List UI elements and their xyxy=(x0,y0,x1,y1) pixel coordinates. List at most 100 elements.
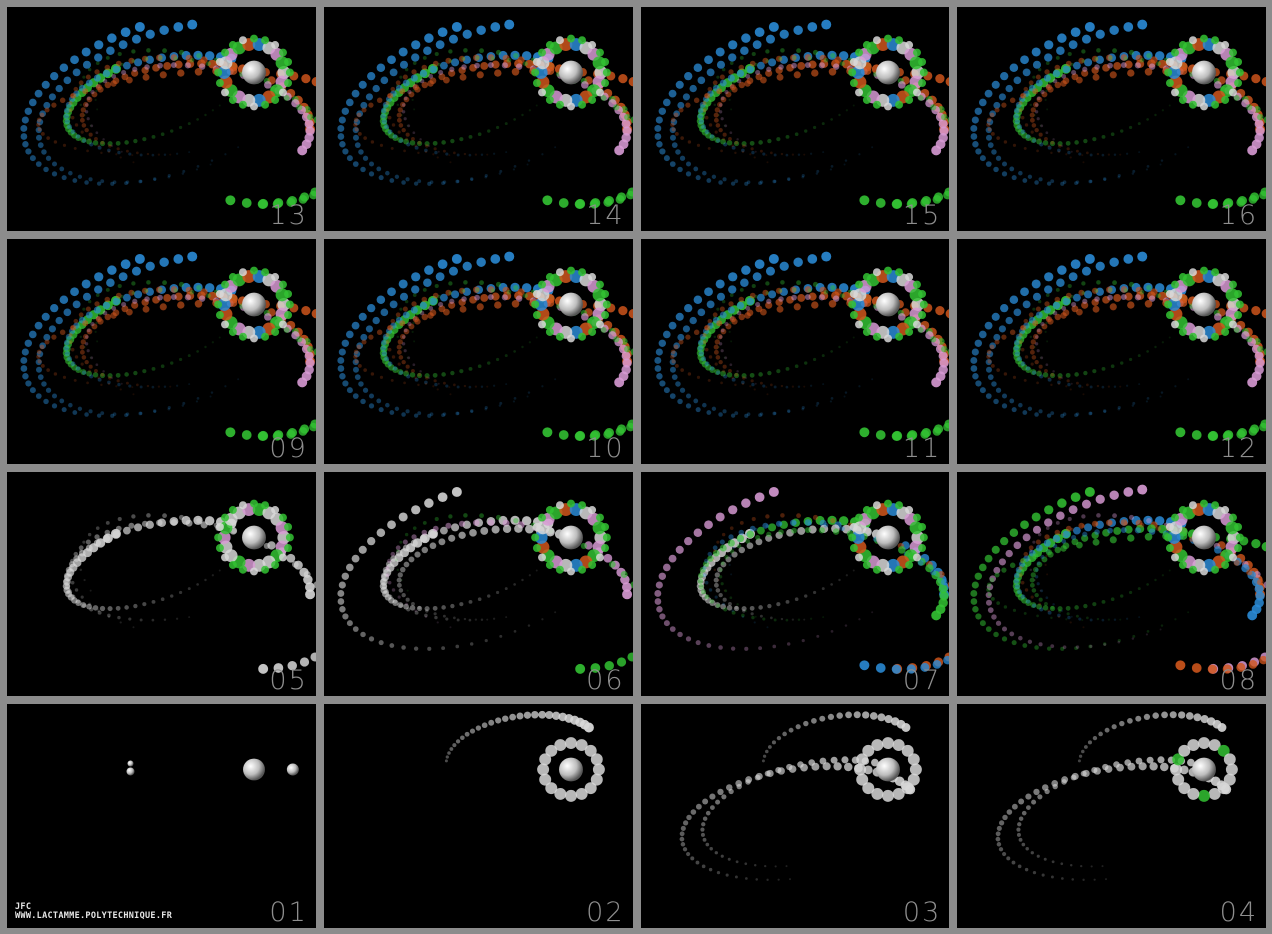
orbit-trail xyxy=(337,254,556,419)
frame-number: 06 xyxy=(586,664,625,696)
central-sphere xyxy=(558,292,583,317)
orbit-illustration xyxy=(970,484,1266,674)
central-sphere xyxy=(243,758,265,781)
orbit-trail xyxy=(337,486,556,651)
central-sphere xyxy=(875,757,900,782)
central-sphere xyxy=(875,60,900,85)
frame-panel: 04 xyxy=(957,703,1266,928)
frame-number: 05 xyxy=(269,664,308,696)
orbit-illustration xyxy=(995,710,1239,881)
orbit-trail xyxy=(63,50,237,157)
orange-tail xyxy=(957,220,984,231)
orbit-trail xyxy=(35,19,212,184)
bead-ring xyxy=(1167,270,1241,340)
central-sphere xyxy=(242,292,266,317)
orbit-trail xyxy=(380,515,554,621)
frame-number: 10 xyxy=(586,432,625,464)
central-sphere xyxy=(1192,525,1217,549)
orbit-illustration xyxy=(641,19,950,231)
frame-panel: 16 xyxy=(957,7,1266,232)
outer-bead-ring xyxy=(214,499,294,575)
outer-bead-ring xyxy=(530,499,611,575)
credit-url: WWW.LACTAMME.POLYTECHNIQUE.FR xyxy=(15,911,173,922)
outer-bead-ring xyxy=(1164,499,1245,575)
orbit-trail xyxy=(337,21,556,186)
orbit-trail xyxy=(970,21,1190,186)
credit-author: JFC xyxy=(15,902,32,913)
orbit-trail xyxy=(669,251,846,417)
central-sphere xyxy=(1192,292,1217,317)
small-sphere xyxy=(126,767,135,776)
orbit-illustration xyxy=(679,710,922,881)
orbit-trail xyxy=(970,486,1190,651)
white-trail xyxy=(679,762,915,881)
orbit-illustration xyxy=(653,251,950,442)
central-sphere xyxy=(1192,757,1217,782)
credit-text: JFC WWW.LACTAMME.POLYTECHNIQUE.FR xyxy=(15,903,172,921)
frame-number: 03 xyxy=(902,897,942,928)
outer-bead-ring xyxy=(847,499,928,575)
outer-bead-ring xyxy=(847,266,928,343)
white-trail xyxy=(1078,710,1227,763)
frame-number: 08 xyxy=(1219,664,1258,696)
frame-number: 01 xyxy=(269,897,308,928)
frame-panel: 10 xyxy=(323,239,633,464)
orbit-trail xyxy=(653,21,873,186)
frame-panel: 03 xyxy=(640,703,950,928)
orbit-illustration xyxy=(337,251,633,442)
orange-tail xyxy=(641,220,668,231)
orbit-trail xyxy=(35,251,212,417)
orbit-illustration xyxy=(126,758,299,781)
bead-ring xyxy=(536,736,605,802)
frame-number: 15 xyxy=(902,200,942,232)
orange-tail xyxy=(7,220,34,231)
outer-bead-ring xyxy=(214,266,294,343)
central-sphere xyxy=(875,525,900,549)
outer-bead-ring xyxy=(1164,266,1245,343)
frame-number: 11 xyxy=(902,432,942,464)
frame-panel: 01 JFC WWW.LACTAMME.POLYTECHNIQUE.FR xyxy=(7,703,316,928)
orbit-trail xyxy=(1044,55,1266,209)
central-sphere xyxy=(1192,60,1217,85)
frame-number: 13 xyxy=(269,200,308,232)
orbit-trail xyxy=(728,520,950,674)
frame-panel: 15 xyxy=(640,7,950,232)
small-sphere xyxy=(286,763,299,776)
orbit-illustration xyxy=(957,19,1266,231)
white-trail xyxy=(995,762,1232,881)
orbit-trail xyxy=(669,19,846,184)
frame-panel: 13 xyxy=(7,7,316,232)
outer-bead-ring xyxy=(530,34,611,111)
orbit-trail xyxy=(411,55,633,209)
orbit-illustration xyxy=(653,486,950,674)
outer-bead-ring xyxy=(847,34,928,111)
frame-panel: 12 xyxy=(957,239,1266,464)
central-sphere xyxy=(242,525,266,549)
orbit-trail xyxy=(985,251,1162,417)
orbit-trail xyxy=(20,21,240,186)
bead-ring xyxy=(1170,736,1239,802)
frame-panel: 07 xyxy=(640,471,950,696)
frame-panel: 09 xyxy=(7,239,316,464)
central-sphere xyxy=(558,525,583,549)
outer-bead-ring xyxy=(1164,34,1245,111)
frame-panel: 14 xyxy=(323,7,633,232)
frame-number: 14 xyxy=(586,200,625,232)
orbit-illustration xyxy=(970,251,1266,442)
frame-number: 07 xyxy=(902,664,942,696)
orbit-trail xyxy=(653,486,873,651)
orbit-illustration xyxy=(20,251,316,442)
orbit-trail xyxy=(653,254,873,419)
orbit-illustration xyxy=(337,19,633,209)
outer-bead-ring xyxy=(530,266,611,343)
orbit-trail xyxy=(970,254,1190,419)
central-sphere xyxy=(558,60,583,85)
frame-panel: 05 xyxy=(7,471,316,696)
orbit-trail xyxy=(728,55,950,209)
central-sphere xyxy=(875,292,900,317)
orbit-trail xyxy=(352,251,529,417)
frame-panel: 06 xyxy=(323,471,633,696)
orbit-illustration xyxy=(444,710,605,802)
bead-ring xyxy=(853,736,922,802)
